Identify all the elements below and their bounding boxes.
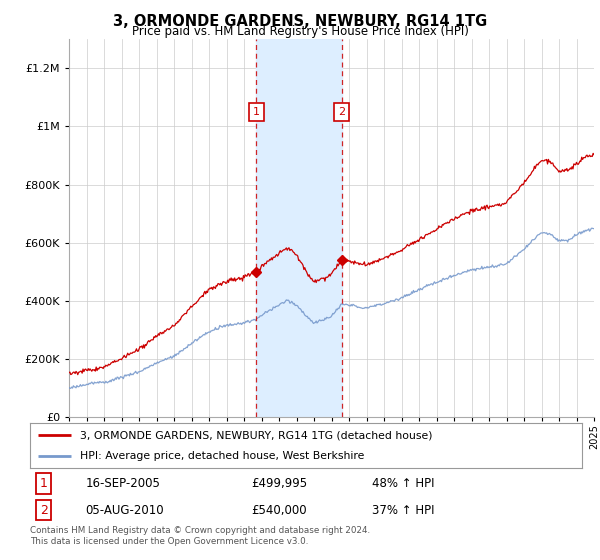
Text: HPI: Average price, detached house, West Berkshire: HPI: Average price, detached house, West… <box>80 451 364 461</box>
Text: £540,000: £540,000 <box>251 503 307 517</box>
Text: Contains HM Land Registry data © Crown copyright and database right 2024.
This d: Contains HM Land Registry data © Crown c… <box>30 526 370 546</box>
Text: £499,995: £499,995 <box>251 477 307 490</box>
Text: 37% ↑ HPI: 37% ↑ HPI <box>372 503 435 517</box>
Text: 16-SEP-2005: 16-SEP-2005 <box>85 477 160 490</box>
Text: 1: 1 <box>253 107 260 117</box>
Text: 3, ORMONDE GARDENS, NEWBURY, RG14 1TG (detached house): 3, ORMONDE GARDENS, NEWBURY, RG14 1TG (d… <box>80 430 432 440</box>
Text: 05-AUG-2010: 05-AUG-2010 <box>85 503 164 517</box>
Text: Price paid vs. HM Land Registry's House Price Index (HPI): Price paid vs. HM Land Registry's House … <box>131 25 469 38</box>
Text: 1: 1 <box>40 477 48 490</box>
Text: 48% ↑ HPI: 48% ↑ HPI <box>372 477 435 490</box>
Text: 2: 2 <box>40 503 48 517</box>
Text: 3, ORMONDE GARDENS, NEWBURY, RG14 1TG: 3, ORMONDE GARDENS, NEWBURY, RG14 1TG <box>113 14 487 29</box>
Text: 2: 2 <box>338 107 345 117</box>
Bar <box>256 39 341 417</box>
